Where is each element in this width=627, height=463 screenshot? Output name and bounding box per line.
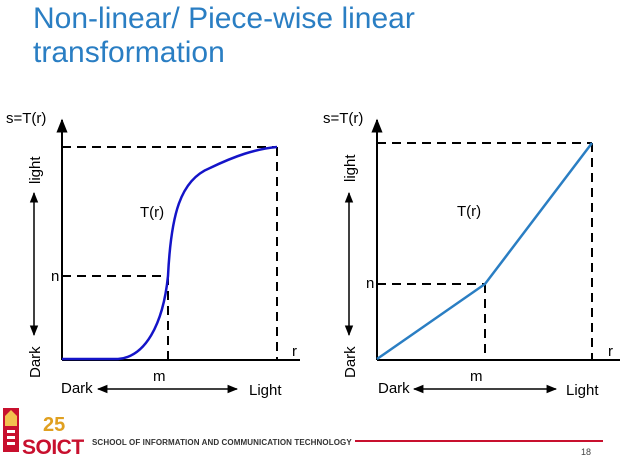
- left-y-bottom-word: Dark: [27, 346, 44, 378]
- right-curve-label: T(r): [457, 203, 481, 220]
- slide-title: Non-linear/ Piece-wise linear transforma…: [33, 2, 613, 70]
- slide-title-line-1: Non-linear/ Piece-wise linear: [33, 2, 415, 35]
- university-emblem-icon: [3, 408, 19, 452]
- left-y-axis-label: s=T(r): [6, 110, 46, 127]
- left-x-axis-label: r: [292, 343, 297, 360]
- left-x-right-word: Light: [249, 382, 282, 399]
- right-mark-n: n: [366, 275, 374, 292]
- left-mark-n: n: [51, 268, 59, 285]
- soict-logo: 25 SOICT: [3, 408, 85, 459]
- right-y-axis-label: s=T(r): [323, 110, 363, 127]
- logo-text: SOICT: [22, 436, 84, 459]
- left-x-left-word: Dark: [61, 380, 93, 397]
- right-x-axis-label: r: [608, 343, 613, 360]
- right-curve: [376, 142, 593, 361]
- logo-badge: 25: [43, 414, 65, 436]
- right-x-left-word: Dark: [378, 380, 410, 397]
- right-mark-m: m: [470, 368, 483, 385]
- right-y-bottom-word: Dark: [342, 346, 359, 378]
- school-name: SCHOOL OF INFORMATION AND COMMUNICATION …: [92, 438, 352, 447]
- right-x-right-word: Light: [566, 382, 599, 399]
- left-mark-m: m: [153, 368, 166, 385]
- left-curve: [62, 145, 278, 361]
- left-plot: s=T(r) r T(r) n m light Dark Dark Light: [6, 110, 300, 399]
- right-plot: s=T(r) r T(r) n m light Dark Dark Light: [323, 110, 620, 399]
- slide-title-line-2: transformation: [33, 36, 225, 69]
- left-y-top-word: light: [27, 156, 44, 184]
- page-number: 18: [581, 447, 592, 457]
- right-y-top-word: light: [342, 154, 359, 182]
- left-curve-label: T(r): [140, 204, 164, 221]
